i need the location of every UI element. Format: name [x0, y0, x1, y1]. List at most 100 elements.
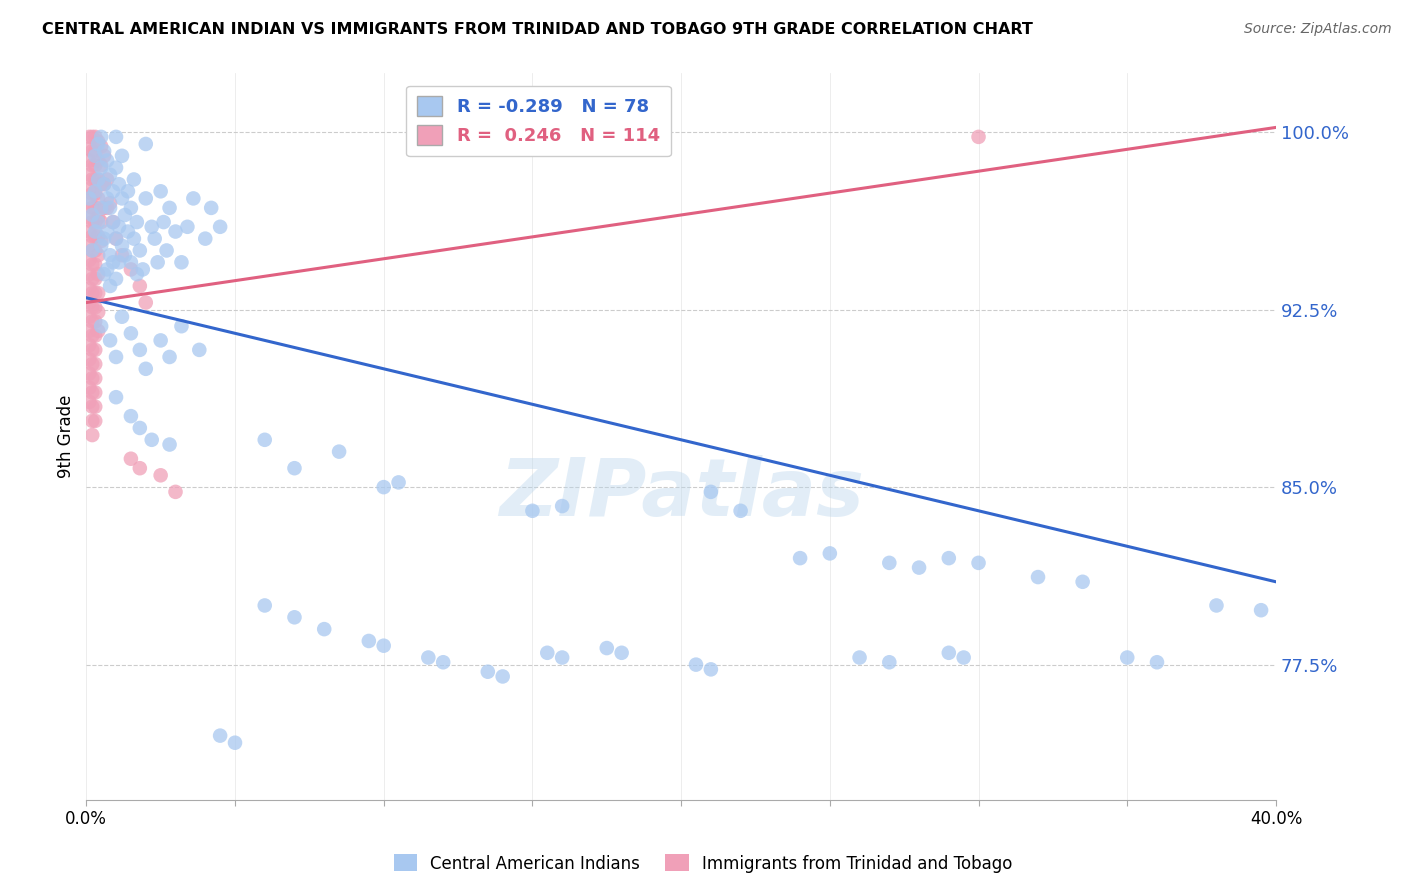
Point [84, 414, 107, 428]
Point [96, 262, 118, 277]
Point [82, 158, 104, 172]
Point [90, 319, 112, 334]
Point [120, 255, 142, 269]
Point [84, 400, 107, 414]
Point [87, 172, 110, 186]
Point [373, 639, 395, 653]
Point [120, 409, 142, 424]
Point [132, 262, 155, 277]
Point [90, 215, 112, 229]
Point [82, 414, 104, 428]
Point [77, 129, 100, 144]
Point [82, 343, 104, 357]
Point [551, 650, 574, 665]
Point [135, 136, 157, 151]
Point [84, 201, 107, 215]
Point [77, 191, 100, 205]
Point [77, 182, 100, 196]
Point [82, 186, 104, 201]
Point [84, 172, 107, 186]
Point [149, 334, 172, 348]
Point [77, 281, 100, 295]
Point [135, 191, 157, 205]
Point [101, 215, 124, 229]
Point [818, 546, 841, 560]
Point [879, 556, 901, 570]
Point [84, 144, 107, 158]
Point [492, 669, 515, 683]
Y-axis label: 9th Grade: 9th Grade [58, 394, 75, 478]
Point [253, 599, 276, 613]
Point [87, 191, 110, 205]
Point [77, 324, 100, 338]
Point [90, 238, 112, 252]
Point [120, 201, 142, 215]
Point [789, 551, 811, 566]
Point [96, 191, 118, 205]
Point [200, 201, 222, 215]
Point [87, 305, 110, 319]
Point [536, 646, 558, 660]
Point [82, 286, 104, 301]
Point [105, 390, 128, 404]
Point [84, 244, 107, 258]
Point [111, 149, 134, 163]
Point [87, 215, 110, 229]
Point [84, 215, 107, 229]
Point [82, 244, 104, 258]
Point [84, 371, 107, 385]
Point [84, 272, 107, 286]
Point [96, 153, 118, 168]
Point [120, 262, 142, 277]
Point [98, 334, 121, 348]
Point [84, 158, 107, 172]
Point [967, 556, 990, 570]
Point [967, 129, 990, 144]
Point [159, 201, 181, 215]
Point [77, 153, 100, 168]
Point [82, 129, 104, 144]
Point [253, 433, 276, 447]
Point [77, 196, 100, 211]
Point [82, 428, 104, 442]
Point [77, 352, 100, 367]
Point [522, 504, 544, 518]
Point [170, 255, 193, 269]
Point [105, 272, 128, 286]
Point [84, 129, 107, 144]
Point [77, 295, 100, 310]
Point [84, 328, 107, 343]
Point [84, 225, 107, 239]
Point [146, 255, 169, 269]
Point [114, 248, 136, 262]
Point [188, 343, 211, 357]
Point [93, 267, 115, 281]
Point [152, 215, 174, 229]
Point [82, 215, 104, 229]
Point [328, 444, 350, 458]
Point [117, 225, 139, 239]
Point [149, 468, 172, 483]
Point [120, 451, 142, 466]
Point [87, 286, 110, 301]
Point [84, 357, 107, 371]
Point [149, 184, 172, 198]
Point [77, 211, 100, 225]
Point [170, 319, 193, 334]
Point [1071, 574, 1094, 589]
Point [387, 475, 409, 490]
Point [84, 258, 107, 272]
Point [93, 178, 115, 192]
Point [551, 499, 574, 513]
Point [93, 178, 115, 192]
Point [159, 350, 181, 364]
Point [848, 650, 870, 665]
Point [209, 219, 232, 234]
Point [93, 144, 115, 158]
Point [98, 201, 121, 215]
Point [93, 149, 115, 163]
Point [1250, 603, 1272, 617]
Point [283, 610, 305, 624]
Point [128, 343, 150, 357]
Point [98, 196, 121, 211]
